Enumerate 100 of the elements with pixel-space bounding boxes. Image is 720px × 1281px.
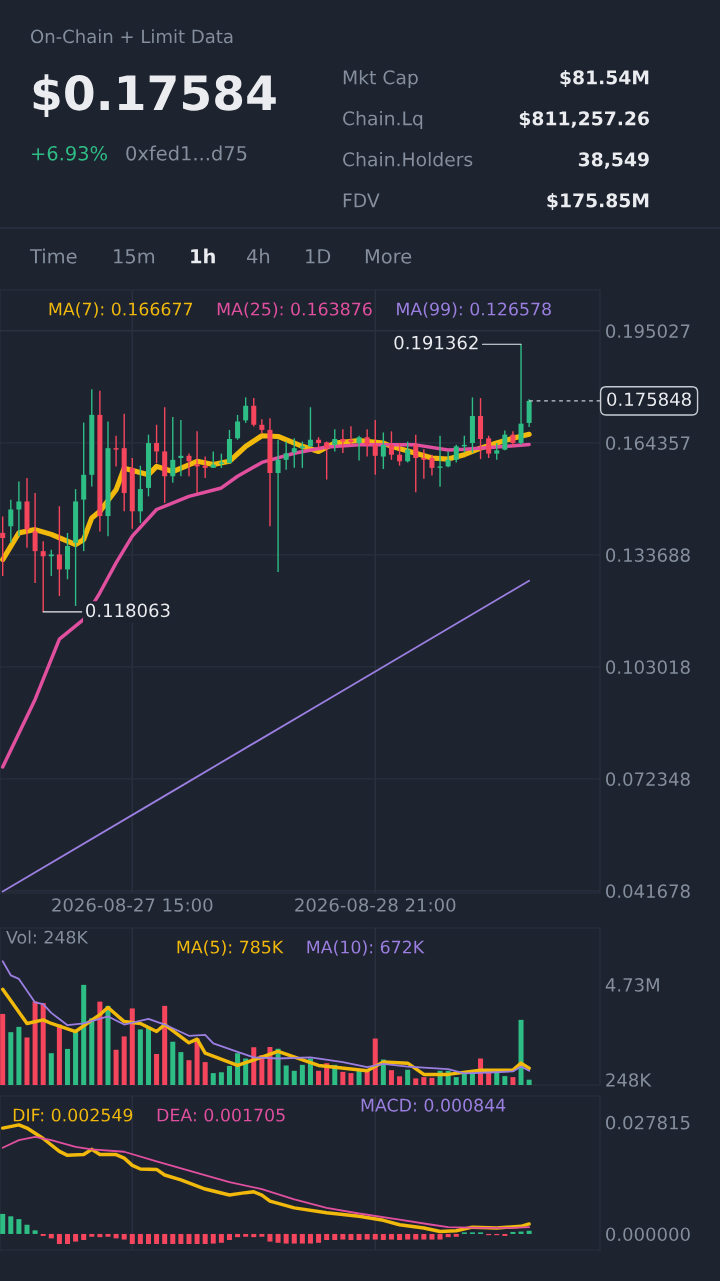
candlestick <box>40 540 46 613</box>
bar <box>510 1231 516 1234</box>
y-tick-label: 0.133688 <box>606 548 690 562</box>
y-tick-label: 0.164357 <box>606 436 690 450</box>
bar <box>210 1233 216 1244</box>
text: FDV <box>343 193 380 208</box>
bar <box>356 1233 362 1240</box>
annotation: Vol: 248K <box>6 930 89 944</box>
text: $81.54M <box>560 69 649 87</box>
text: Chain.Lq <box>343 110 423 130</box>
bar <box>445 1233 451 1238</box>
bar <box>364 1233 370 1240</box>
bar <box>8 1216 14 1234</box>
bar <box>388 1070 394 1085</box>
y-tick-label: 0.072348 <box>606 772 690 786</box>
bar <box>186 1233 192 1244</box>
bar <box>429 1233 435 1240</box>
bar <box>178 1052 184 1085</box>
bar <box>137 1233 143 1244</box>
bar <box>154 1233 160 1244</box>
text: MA(10): 672K <box>307 940 425 956</box>
bar <box>0 1213 6 1234</box>
bar <box>413 1233 419 1240</box>
bar <box>170 1233 176 1244</box>
bar <box>283 1065 289 1085</box>
bar <box>388 1233 394 1240</box>
bar <box>178 1233 184 1244</box>
line-series <box>1 1136 531 1229</box>
bar <box>397 1233 403 1240</box>
y-tick-label: 248K <box>606 1073 652 1087</box>
candlestick <box>154 424 160 464</box>
bar <box>405 1233 411 1240</box>
bar <box>73 1032 79 1085</box>
bar <box>56 1024 62 1085</box>
bar <box>162 1005 168 1085</box>
bar <box>89 1233 95 1237</box>
y-tick-label: 0.103018 <box>606 660 690 674</box>
bar <box>0 1013 6 1085</box>
bar <box>510 1077 516 1085</box>
bar <box>340 1233 346 1240</box>
text: $811,257.26 <box>519 110 649 128</box>
candlestick <box>194 430 200 494</box>
candlestick <box>421 448 427 480</box>
text: MA(5): 785K <box>177 940 284 956</box>
bar <box>226 1065 232 1085</box>
bar <box>48 1053 54 1085</box>
bar <box>421 1077 427 1085</box>
bar <box>267 1233 273 1242</box>
bar <box>405 1069 411 1085</box>
bar <box>348 1233 354 1240</box>
candlestick <box>478 397 484 460</box>
bar <box>340 1071 346 1085</box>
candlestick <box>445 450 451 468</box>
bar <box>453 1233 459 1237</box>
candlestick <box>137 464 143 524</box>
series-label: DIF: 0.002549 <box>13 1108 133 1122</box>
candlestick <box>243 396 249 424</box>
bar <box>145 1026 151 1085</box>
y-tick-label: 0.041678 <box>606 884 690 899</box>
candlestick <box>348 425 354 446</box>
bar <box>413 1078 419 1085</box>
bar <box>316 1070 322 1085</box>
y-tick-label: 0.000000 <box>606 1227 690 1242</box>
bar <box>526 1079 532 1085</box>
candlestick <box>251 397 257 428</box>
bar <box>243 1233 249 1237</box>
candlestick <box>259 418 265 434</box>
bar <box>210 1073 216 1085</box>
candlestick <box>364 428 370 458</box>
bar <box>40 1233 46 1236</box>
text: $175.85M <box>547 192 649 210</box>
text: MA(7): 0.166677 <box>49 302 193 318</box>
text: +6.93% <box>32 145 107 161</box>
candlestick <box>486 435 492 459</box>
text: Mkt Cap <box>343 69 418 89</box>
bar <box>299 1233 305 1244</box>
bar <box>235 1233 241 1238</box>
bar <box>429 1077 435 1085</box>
annotation: 0.118063 <box>86 603 170 618</box>
bar <box>283 1233 289 1244</box>
text: 0xfed1...d75 <box>126 145 247 161</box>
bar <box>502 1233 508 1236</box>
text: 4h <box>246 248 270 264</box>
candlestick <box>32 492 38 584</box>
candlestick <box>170 416 176 484</box>
text: 1D <box>306 249 331 264</box>
bar <box>162 1233 168 1244</box>
bar <box>437 1233 443 1240</box>
bar <box>56 1233 62 1244</box>
bar <box>64 1233 70 1244</box>
bar <box>48 1233 54 1239</box>
candlestick <box>372 419 378 476</box>
candlestick <box>332 428 338 453</box>
bar <box>218 1072 224 1085</box>
bar <box>24 1224 30 1234</box>
candlestick <box>380 431 386 470</box>
bar <box>291 1233 297 1244</box>
ref-line-label: 0.175848 <box>607 392 691 407</box>
bar <box>24 1037 30 1085</box>
annotation: 0.191362 <box>394 335 478 350</box>
